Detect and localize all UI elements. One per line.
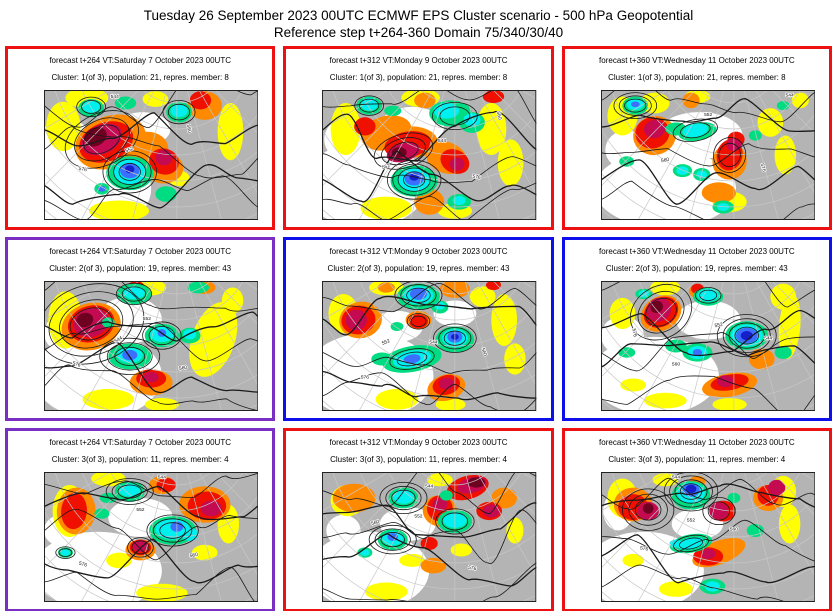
svg-text:552: 552 — [415, 513, 423, 519]
panel-header-line2: Cluster: 3(of 3), population: 11, repres… — [608, 455, 786, 464]
cluster-panel-r1c2: forecast t+312 VT:Monday 9 October 2023 … — [283, 46, 554, 230]
svg-text:560: 560 — [371, 519, 381, 527]
svg-text:552: 552 — [125, 146, 135, 155]
panel-header-line2: Cluster: 3(of 3), population: 11, repres… — [330, 455, 507, 464]
svg-text:576: 576 — [472, 174, 481, 181]
cluster-panel-r1c3: forecast t+360 VT:Wednesday 11 October 2… — [561, 46, 832, 230]
cluster-panel-r1c1: forecast t+264 VT:Saturday 7 October 202… — [5, 46, 276, 230]
svg-text:544: 544 — [438, 138, 446, 144]
panel-header-line1: forecast t+312 VT:Monday 9 October 2023 … — [329, 247, 508, 256]
geopotential-map: 576 552 560 544 — [44, 281, 259, 411]
cluster-panel-r2c1: forecast t+264 VT:Saturday 7 October 202… — [5, 237, 276, 421]
panel-header-line1: forecast t+360 VT:Wednesday 11 October 2… — [599, 438, 795, 447]
svg-text:576: 576 — [78, 166, 87, 173]
svg-text:560: 560 — [189, 552, 198, 559]
geopotential-map: 552 576 560 544 — [44, 90, 259, 220]
panel-header-line2: Cluster: 2(of 3), population: 19, repres… — [327, 264, 510, 273]
svg-text:576: 576 — [639, 545, 648, 552]
main-title: Tuesday 26 September 2023 00UTC ECMWF EP… — [143, 8, 694, 23]
svg-text:544: 544 — [113, 335, 123, 345]
panel-header-line2: Cluster: 3(of 3), population: 11, repres… — [51, 455, 229, 464]
panel-header-line1: forecast t+264 VT:Saturday 7 October 202… — [49, 247, 231, 256]
panel-header-line2: Cluster: 2(of 3), population: 19, repres… — [49, 264, 232, 273]
svg-text:552: 552 — [381, 338, 391, 347]
svg-text:560: 560 — [495, 111, 503, 121]
cluster-panel-r2c2: forecast t+312 VT:Monday 9 October 2023 … — [283, 237, 554, 421]
svg-text:544: 544 — [764, 335, 772, 341]
panel-header-line1: forecast t+312 VT:Monday 9 October 2023 … — [329, 56, 508, 65]
svg-text:560: 560 — [480, 347, 488, 357]
geopotential-map: 552 560 576 544 — [600, 90, 815, 220]
svg-text:576: 576 — [758, 163, 766, 173]
panel-header-line1: forecast t+360 VT:Wednesday 11 October 2… — [599, 247, 795, 256]
svg-text:544: 544 — [111, 94, 119, 100]
geopotential-map: 544 552 560 576 — [600, 281, 815, 411]
panel-header-line1: forecast t+264 VT:Saturday 7 October 202… — [49, 438, 231, 447]
svg-text:560: 560 — [660, 157, 669, 164]
panel-header-line2: Cluster: 1(of 3), population: 21, repres… — [329, 73, 508, 82]
geopotential-map: 552 560 576 544 — [44, 472, 259, 602]
svg-text:544: 544 — [672, 474, 680, 480]
svg-text:544: 544 — [425, 484, 433, 490]
geopotential-map: 544 552 560 576 — [322, 281, 537, 411]
sub-title: Reference step t+264-360 Domain 75/340/3… — [273, 25, 564, 40]
svg-text:552: 552 — [714, 322, 723, 329]
svg-text:544: 544 — [158, 474, 166, 480]
svg-text:576: 576 — [361, 374, 369, 380]
cluster-panel-r3c2: forecast t+312 VT:Monday 9 October 2023 … — [283, 428, 554, 611]
panel-header-line2: Cluster: 1(of 3), population: 21, repres… — [608, 73, 786, 82]
svg-text:576: 576 — [72, 360, 82, 369]
svg-text:576: 576 — [78, 561, 88, 569]
svg-text:560: 560 — [185, 124, 192, 133]
svg-text:552: 552 — [143, 316, 151, 322]
geopotential-map: 552 560 576 544 — [600, 472, 815, 602]
geopotential-map: 552 560 576 544 — [322, 472, 537, 602]
panel-header-line1: forecast t+360 VT:Wednesday 11 October 2… — [599, 56, 795, 65]
svg-text:552: 552 — [136, 507, 144, 513]
svg-text:560: 560 — [729, 526, 737, 532]
chart-titles: Tuesday 26 September 2023 00UTC ECMWF EP… — [0, 0, 837, 41]
svg-text:544: 544 — [785, 92, 793, 98]
svg-text:552: 552 — [704, 112, 712, 118]
cluster-panel-grid: forecast t+264 VT:Saturday 7 October 202… — [5, 46, 832, 611]
svg-text:576: 576 — [468, 565, 477, 572]
panel-header-line2: Cluster: 1(of 3), population: 21, repres… — [51, 73, 229, 82]
panel-header-line2: Cluster: 2(of 3), population: 19, repres… — [605, 264, 788, 273]
cluster-panel-r2c3: forecast t+360 VT:Wednesday 11 October 2… — [561, 237, 832, 421]
svg-text:544: 544 — [430, 339, 438, 345]
panel-header-line1: forecast t+312 VT:Monday 9 October 2023 … — [329, 438, 508, 447]
panel-header-line1: forecast t+264 VT:Saturday 7 October 202… — [49, 56, 231, 65]
geopotential-map: 544 552 576 560 — [322, 90, 537, 220]
svg-text:560: 560 — [179, 365, 188, 372]
cluster-panel-r3c3: forecast t+360 VT:Wednesday 11 October 2… — [561, 428, 832, 611]
svg-text:576: 576 — [630, 328, 637, 337]
svg-text:560: 560 — [672, 361, 680, 367]
svg-text:552: 552 — [382, 163, 392, 171]
svg-text:552: 552 — [687, 517, 695, 523]
cluster-panel-r3c1: forecast t+264 VT:Saturday 7 October 202… — [5, 428, 276, 611]
